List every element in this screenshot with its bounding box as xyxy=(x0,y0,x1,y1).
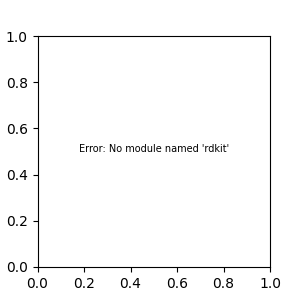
Text: Error: No module named 'rdkit': Error: No module named 'rdkit' xyxy=(79,143,229,154)
